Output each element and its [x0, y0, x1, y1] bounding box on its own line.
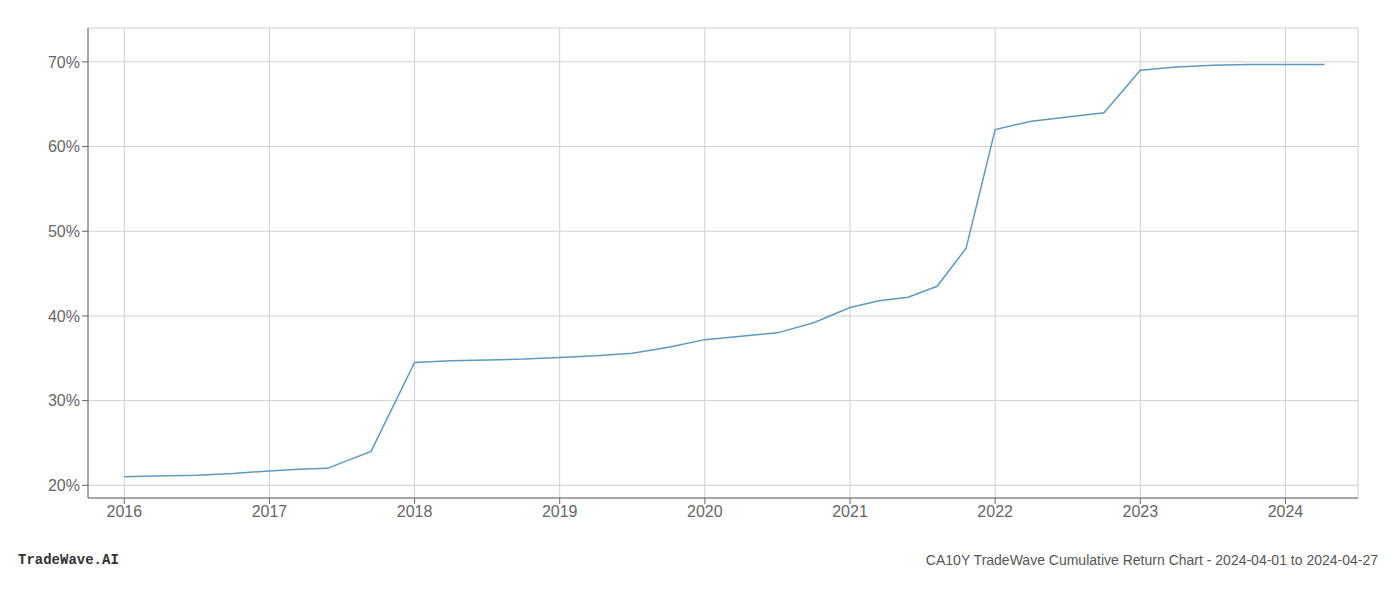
svg-text:2022: 2022 — [977, 503, 1013, 520]
svg-text:70%: 70% — [48, 54, 80, 71]
svg-text:2017: 2017 — [252, 503, 288, 520]
svg-text:60%: 60% — [48, 138, 80, 155]
svg-text:2019: 2019 — [542, 503, 578, 520]
html-text:TradeWave.AI: TradeWave.AI — [18, 552, 119, 568]
html-text:CA10Y TradeWave Cumulative Ret: CA10Y TradeWave Cumulative Return Chart … — [925, 552, 1378, 568]
svg-text:2023: 2023 — [1122, 503, 1158, 520]
svg-text:2016: 2016 — [106, 503, 142, 520]
svg-text:2020: 2020 — [687, 503, 723, 520]
svg-text:40%: 40% — [48, 308, 80, 325]
svg-text:2024: 2024 — [1268, 503, 1304, 520]
svg-text:30%: 30% — [48, 392, 80, 409]
svg-text:20%: 20% — [48, 477, 80, 494]
svg-text:2018: 2018 — [397, 503, 433, 520]
svg-text:50%: 50% — [48, 223, 80, 240]
svg-text:2021: 2021 — [832, 503, 868, 520]
